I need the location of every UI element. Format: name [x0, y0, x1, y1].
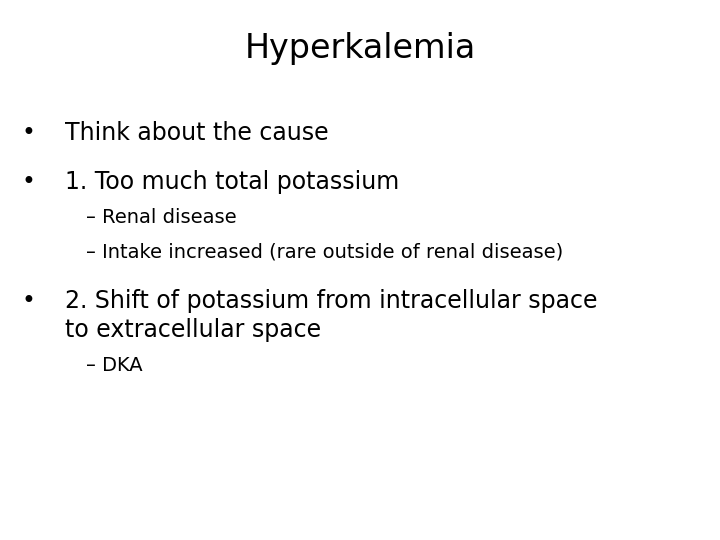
Text: Think about the cause: Think about the cause	[65, 122, 328, 145]
Text: – Renal disease: – Renal disease	[86, 208, 237, 227]
Text: 2. Shift of potassium from intracellular space
to extracellular space: 2. Shift of potassium from intracellular…	[65, 289, 598, 342]
Text: Hyperkalemia: Hyperkalemia	[244, 32, 476, 65]
Text: •: •	[22, 170, 36, 194]
Text: •: •	[22, 122, 36, 145]
Text: 1. Too much total potassium: 1. Too much total potassium	[65, 170, 399, 194]
Text: •: •	[22, 289, 36, 313]
Text: – DKA: – DKA	[86, 356, 143, 375]
Text: – Intake increased (rare outside of renal disease): – Intake increased (rare outside of rena…	[86, 243, 564, 262]
